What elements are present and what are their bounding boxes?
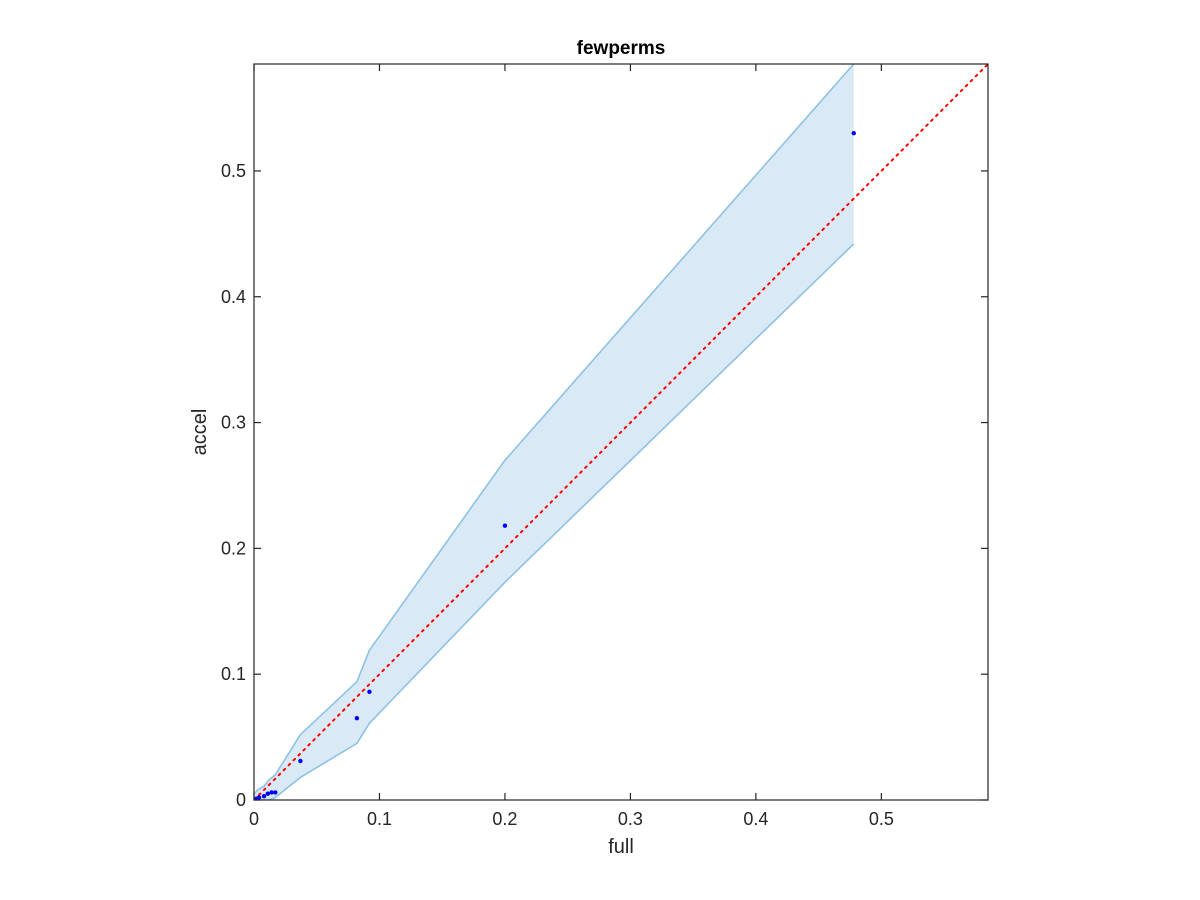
axis-ticks: 0 0.1 0.2 0.3 0.4 0.5 0 0.1 0.2 0.3 0.4 0.5 — [221, 64, 988, 829]
plot-area — [254, 64, 988, 800]
y-tick-label: 0.2 — [221, 538, 246, 558]
data-point — [367, 689, 372, 695]
confidence-band-fill — [254, 64, 854, 800]
data-point — [261, 794, 267, 799]
x-tick-label: 0.2 — [492, 809, 517, 829]
data-point — [256, 795, 262, 800]
data-point — [851, 130, 856, 136]
x-tick-label: 0.4 — [743, 809, 768, 829]
x-tick-label: 0.5 — [869, 809, 894, 829]
data-point — [354, 716, 360, 721]
x-tick-label: 0.3 — [618, 809, 643, 829]
x-tick-label: 0 — [249, 809, 259, 829]
y-axis-label: accel — [189, 409, 211, 456]
confidence-band-upper — [254, 64, 855, 795]
data-point — [269, 790, 274, 795]
x-axis-label: full — [608, 836, 634, 858]
data-point — [273, 790, 278, 795]
reference-line — [254, 64, 988, 800]
y-tick-label: 0.3 — [221, 413, 246, 433]
data-point — [265, 791, 271, 796]
y-tick-label: 0 — [236, 790, 246, 810]
chart-title: fewperms — [577, 38, 666, 59]
confidence-band-lower — [254, 243, 855, 800]
y-tick-label: 0.5 — [221, 161, 246, 181]
data-point — [502, 523, 508, 528]
axes-box — [253, 63, 989, 801]
y-tick-label: 0.1 — [221, 664, 246, 684]
data-point — [298, 758, 303, 764]
y-tick-label: 0.4 — [221, 287, 246, 307]
x-tick-label: 0.1 — [367, 809, 392, 829]
